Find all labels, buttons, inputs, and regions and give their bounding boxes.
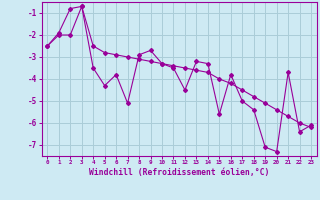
X-axis label: Windchill (Refroidissement éolien,°C): Windchill (Refroidissement éolien,°C) bbox=[89, 168, 269, 177]
